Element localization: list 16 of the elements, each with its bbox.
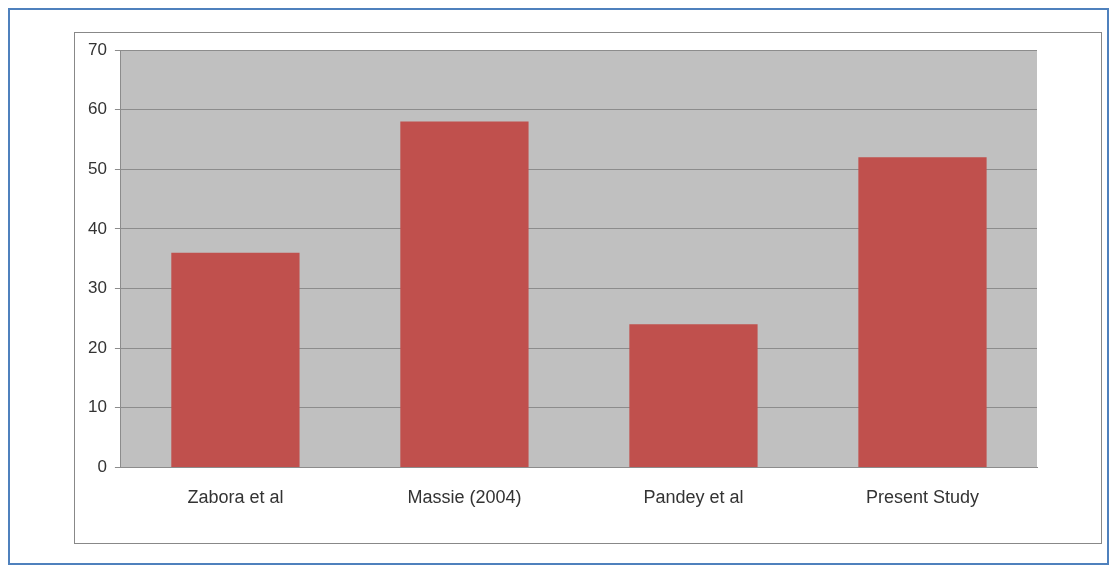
bar: [858, 157, 987, 467]
x-tick-label: Massie (2004): [407, 487, 522, 508]
bar: [400, 121, 529, 467]
y-tick-label: 20: [87, 337, 107, 357]
bar: [171, 252, 300, 467]
y-tick-label: 50: [87, 158, 107, 178]
x-tick-label: Zabora et al: [187, 487, 284, 508]
y-tick-label: 60: [87, 99, 107, 119]
y-tick-label: 40: [87, 218, 107, 238]
y-tick-label: 70: [87, 39, 107, 59]
x-tick-label: Pandey et al: [643, 487, 744, 508]
y-tick-label: 0: [97, 457, 107, 477]
bar: [629, 324, 758, 467]
y-tick-label: 10: [87, 397, 107, 417]
x-tick-label: Present Study: [865, 487, 980, 508]
y-tick-label: 30: [87, 278, 107, 298]
